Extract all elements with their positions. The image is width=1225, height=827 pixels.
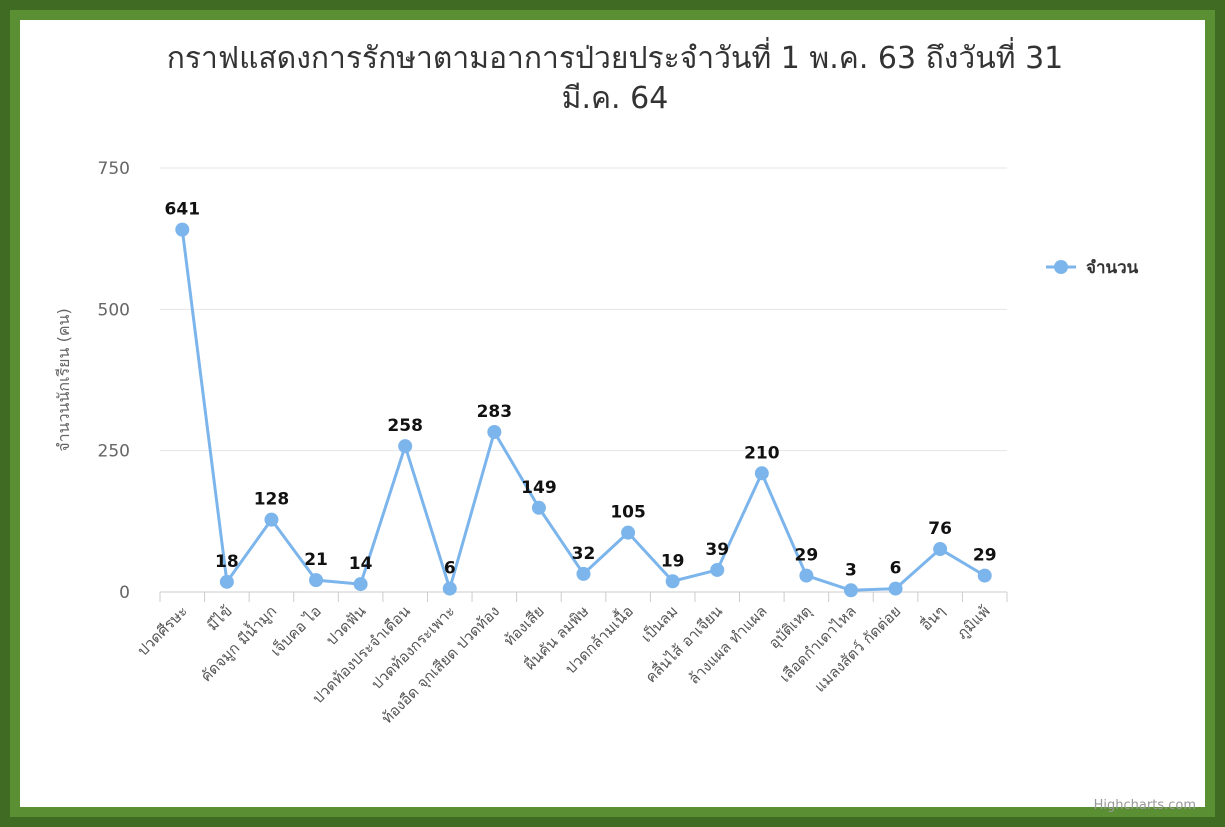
y-axis-ticks: 0 250 500 750	[98, 159, 130, 603]
data-label: 3	[845, 560, 857, 580]
legend-item-label[interactable]: จำนวน	[1086, 258, 1139, 278]
data-label: 21	[304, 550, 328, 570]
legend[interactable]: จำนวน	[1046, 258, 1139, 278]
x-tick-label: คัดจมูก มีน้ำมูก	[196, 601, 281, 686]
credits-link[interactable]: Highcharts.com	[1094, 798, 1196, 813]
data-label: 39	[705, 540, 729, 560]
data-label: 149	[521, 478, 557, 498]
data-label: 6	[890, 559, 902, 579]
data-label: 32	[572, 544, 596, 564]
data-point[interactable]	[442, 581, 457, 596]
x-axis-ticks: ปวดศีรษะ มีไข้คัดจมูก มีน้ำมูกเจ็บคอ ไอปว…	[134, 601, 994, 728]
data-label: 18	[215, 552, 239, 572]
y-tick-label: 750	[98, 159, 130, 179]
data-label: 258	[387, 416, 423, 436]
data-label: 210	[744, 443, 780, 463]
data-point[interactable]	[398, 439, 413, 454]
data-label: 128	[254, 490, 290, 510]
data-point[interactable]	[621, 525, 636, 540]
data-point[interactable]	[754, 466, 769, 481]
legend-marker-icon	[1054, 260, 1068, 274]
inner-border	[10, 10, 1215, 817]
chart-title-line2: มี.ค. 64	[562, 81, 669, 116]
y-tick-label: 500	[98, 300, 130, 320]
data-point[interactable]	[576, 566, 591, 581]
data-point[interactable]	[487, 425, 502, 440]
data-point[interactable]	[888, 581, 903, 596]
data-point[interactable]	[977, 568, 992, 583]
data-label: 19	[661, 551, 685, 571]
y-tick-label: 250	[98, 442, 130, 462]
data-point[interactable]	[799, 568, 814, 583]
data-label: 105	[610, 503, 646, 523]
x-axis	[159, 591, 1008, 602]
data-point[interactable]	[933, 542, 948, 557]
data-point[interactable]	[264, 512, 279, 527]
data-point[interactable]	[843, 583, 858, 598]
data-point[interactable]	[531, 500, 546, 515]
x-tick-label: มีไข้	[203, 602, 235, 634]
x-tick-label: ภูมิแพ้	[953, 602, 994, 643]
data-label: 76	[928, 519, 952, 539]
y-axis-title: จำนวนนักเรียน (คน)	[54, 308, 73, 451]
x-tick-label: คลื่นไส้ อาเจียน	[640, 601, 726, 687]
x-tick-label: อื่นๆ	[915, 601, 948, 634]
data-point[interactable]	[353, 577, 368, 592]
data-labels: 641 18 128 21 14 258 6 283 149 32 105 19 39 210 29 3 6 76…	[165, 200, 997, 581]
data-label: 283	[477, 402, 513, 422]
data-label: 29	[973, 546, 997, 566]
data-point[interactable]	[175, 222, 190, 237]
x-tick-label: ปวดศีรษะ	[134, 602, 191, 659]
series-line	[180, 229, 986, 592]
data-label: 641	[165, 200, 201, 220]
chart-title-line1: กราฟแสดงการรักษาตามอาการป่วยประจำวันที่ …	[167, 37, 1064, 76]
data-point[interactable]	[710, 562, 725, 577]
y-tick-label: 0	[119, 583, 130, 603]
series-points	[175, 222, 992, 598]
data-point[interactable]	[309, 573, 324, 588]
grid-lines	[160, 167, 1007, 593]
data-label: 6	[444, 559, 456, 579]
x-tick-label: ล้างแผล ทำแผล	[685, 602, 771, 688]
series-line-path	[180, 229, 986, 592]
data-point[interactable]	[665, 574, 680, 589]
data-point[interactable]	[219, 574, 234, 589]
data-label: 14	[349, 554, 373, 574]
data-label: 29	[795, 546, 819, 566]
